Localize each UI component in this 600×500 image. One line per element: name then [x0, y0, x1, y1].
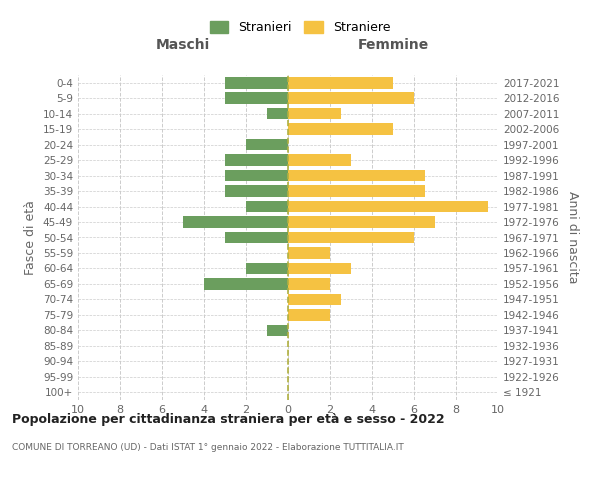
Bar — [288, 294, 341, 305]
Bar — [288, 92, 414, 104]
Bar — [225, 186, 288, 197]
Bar — [288, 247, 330, 259]
Bar — [288, 77, 393, 88]
Bar — [225, 92, 288, 104]
Bar — [225, 77, 288, 88]
Text: Femmine: Femmine — [358, 38, 428, 52]
Bar — [183, 216, 288, 228]
Bar — [288, 154, 351, 166]
Bar — [246, 262, 288, 274]
Bar — [267, 324, 288, 336]
Bar — [288, 124, 393, 135]
Bar — [288, 200, 487, 212]
Bar — [225, 170, 288, 181]
Y-axis label: Anni di nascita: Anni di nascita — [566, 191, 579, 284]
Bar — [288, 262, 351, 274]
Legend: Stranieri, Straniere: Stranieri, Straniere — [205, 16, 395, 40]
Bar — [288, 216, 435, 228]
Bar — [288, 232, 414, 243]
Text: COMUNE DI TORREANO (UD) - Dati ISTAT 1° gennaio 2022 - Elaborazione TUTTITALIA.I: COMUNE DI TORREANO (UD) - Dati ISTAT 1° … — [12, 442, 404, 452]
Bar — [204, 278, 288, 289]
Bar — [288, 309, 330, 320]
Text: Maschi: Maschi — [156, 38, 210, 52]
Bar — [288, 186, 425, 197]
Bar — [288, 170, 425, 181]
Bar — [246, 139, 288, 150]
Bar — [267, 108, 288, 120]
Bar — [288, 278, 330, 289]
Bar — [225, 232, 288, 243]
Bar — [288, 108, 341, 120]
Text: Popolazione per cittadinanza straniera per età e sesso - 2022: Popolazione per cittadinanza straniera p… — [12, 412, 445, 426]
Bar — [225, 154, 288, 166]
Y-axis label: Fasce di età: Fasce di età — [25, 200, 37, 275]
Bar — [246, 200, 288, 212]
